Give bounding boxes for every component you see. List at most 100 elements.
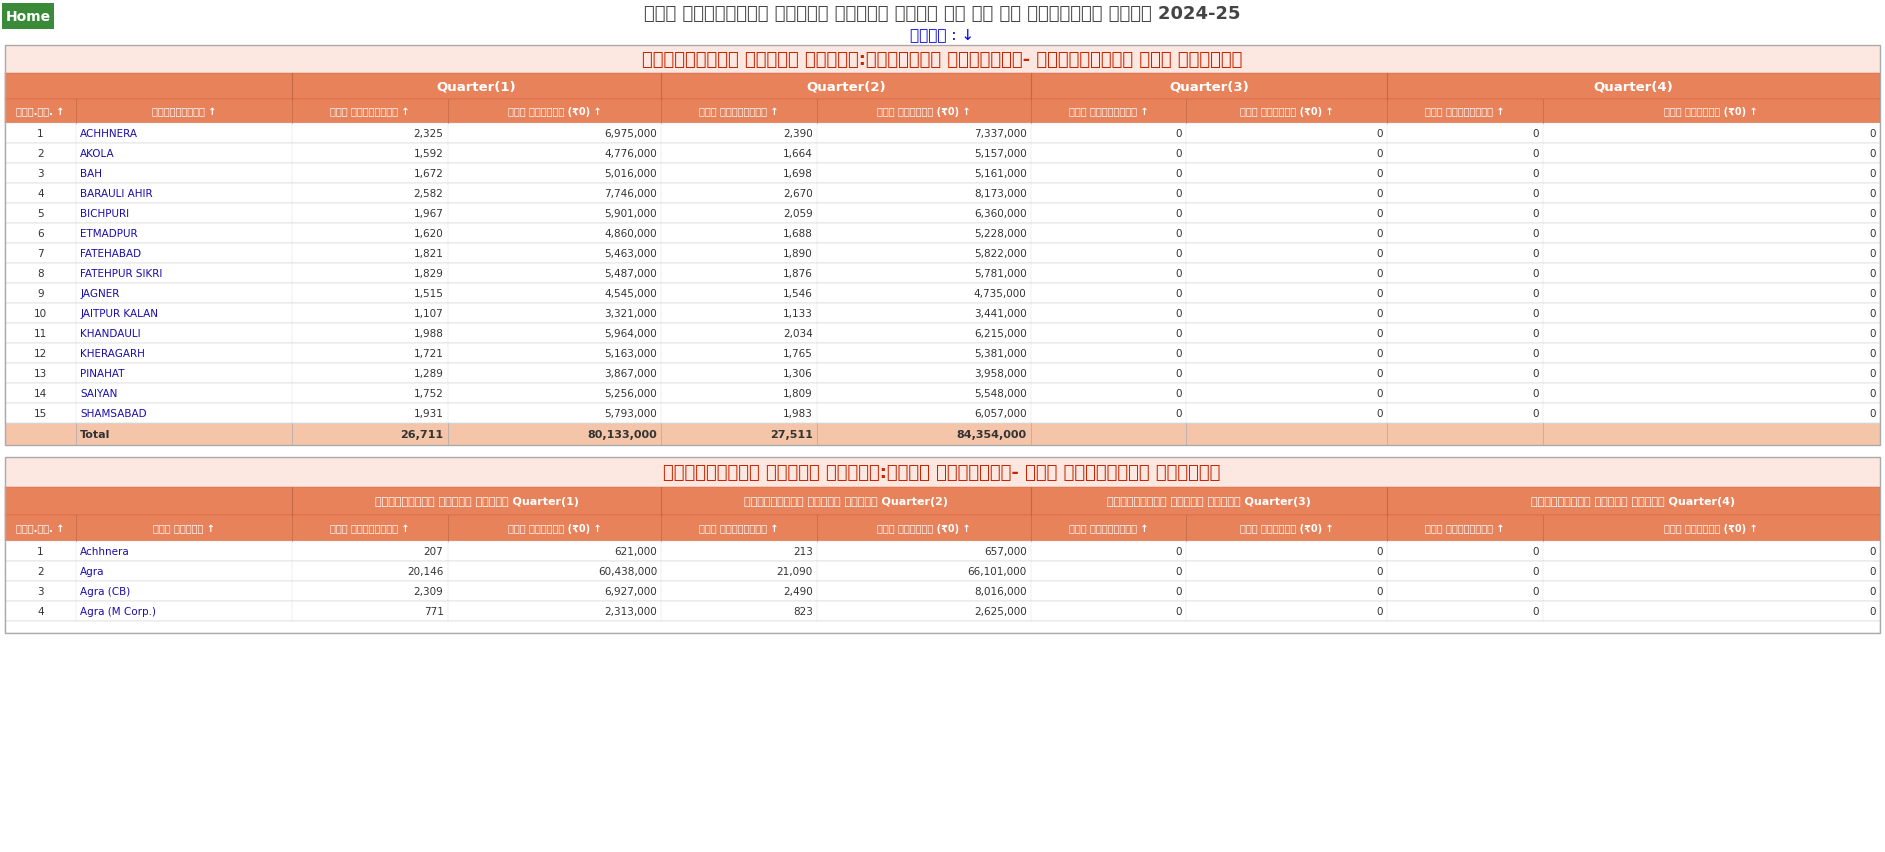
Text: कुल लाभार्थी जिनकी पेंशन जारी की गई है वित्तीय वर्ष 2024-25: कुल लाभार्थी जिनकी पेंशन जारी की गई है व… bbox=[645, 5, 1240, 23]
Text: 1,107: 1,107 bbox=[413, 308, 443, 319]
Text: 5,822,000: 5,822,000 bbox=[975, 249, 1027, 259]
Text: कुल पेंशनर्स ↑: कुल पेंशनर्स ↑ bbox=[1069, 523, 1148, 533]
Text: 1,752: 1,752 bbox=[413, 389, 443, 399]
Text: 0: 0 bbox=[1376, 268, 1384, 279]
Text: 6,927,000: 6,927,000 bbox=[605, 586, 658, 596]
Text: JAGNER: JAGNER bbox=[81, 289, 119, 299]
Text: 0: 0 bbox=[1870, 567, 1876, 576]
Text: 0: 0 bbox=[1870, 329, 1876, 338]
Bar bbox=[6, 303, 1879, 324]
Text: 1,821: 1,821 bbox=[413, 249, 443, 259]
Text: 0: 0 bbox=[1533, 308, 1538, 319]
Text: 3: 3 bbox=[38, 169, 43, 179]
Bar bbox=[6, 184, 1879, 204]
Text: 0: 0 bbox=[1176, 567, 1182, 576]
Text: Home: Home bbox=[6, 10, 51, 24]
Text: 21,090: 21,090 bbox=[777, 567, 812, 576]
Text: 0: 0 bbox=[1870, 607, 1876, 616]
Text: 0: 0 bbox=[1376, 249, 1384, 259]
Text: 0: 0 bbox=[1870, 249, 1876, 259]
Text: 0: 0 bbox=[1376, 209, 1384, 219]
Text: 1,983: 1,983 bbox=[782, 408, 812, 418]
Bar bbox=[6, 324, 1879, 343]
Text: कुल पेंशनर्स ↑: कुल पेंशनर्स ↑ bbox=[699, 523, 779, 533]
Text: JAITPUR KALAN: JAITPUR KALAN bbox=[81, 308, 158, 319]
Text: 26,711: 26,711 bbox=[400, 429, 443, 440]
Text: 11: 11 bbox=[34, 329, 47, 338]
Text: 3,321,000: 3,321,000 bbox=[605, 308, 658, 319]
Text: Total: Total bbox=[81, 429, 111, 440]
Text: 2,059: 2,059 bbox=[782, 209, 812, 219]
Text: 0: 0 bbox=[1176, 369, 1182, 378]
Text: 0: 0 bbox=[1176, 586, 1182, 596]
Text: 4,776,000: 4,776,000 bbox=[605, 149, 658, 158]
Text: 0: 0 bbox=[1176, 169, 1182, 179]
Text: 66,101,000: 66,101,000 bbox=[967, 567, 1027, 576]
Text: 0: 0 bbox=[1533, 607, 1538, 616]
Text: 3,441,000: 3,441,000 bbox=[975, 308, 1027, 319]
Text: 0: 0 bbox=[1870, 546, 1876, 556]
Text: कुल पेंशनर्स ↑: कुल पेंशनर्स ↑ bbox=[330, 523, 409, 533]
Text: 1,306: 1,306 bbox=[782, 369, 812, 378]
Text: 1: 1 bbox=[38, 546, 43, 556]
Text: 1,931: 1,931 bbox=[413, 408, 443, 418]
Text: 0: 0 bbox=[1533, 249, 1538, 259]
Text: जनपद : ↓: जनपद : ↓ bbox=[910, 28, 975, 43]
Text: 0: 0 bbox=[1533, 546, 1538, 556]
Text: 2: 2 bbox=[38, 149, 43, 158]
Text: 2,325: 2,325 bbox=[413, 129, 443, 139]
Text: 2,313,000: 2,313,000 bbox=[605, 607, 658, 616]
Bar bbox=[6, 423, 1879, 446]
Text: 0: 0 bbox=[1870, 149, 1876, 158]
Text: कुल पेंशनर्स ↑: कुल पेंशनर्स ↑ bbox=[1069, 106, 1148, 117]
Bar bbox=[6, 364, 1879, 383]
Text: 20,146: 20,146 bbox=[407, 567, 443, 576]
Text: 4: 4 bbox=[38, 607, 43, 616]
Text: AKOLA: AKOLA bbox=[81, 149, 115, 158]
Bar bbox=[6, 383, 1879, 404]
Text: 3: 3 bbox=[38, 586, 43, 596]
Text: कुल पेंशनर्स ↑: कुल पेंशनर्स ↑ bbox=[330, 106, 409, 117]
Text: 9: 9 bbox=[38, 289, 43, 299]
Text: 7,746,000: 7,746,000 bbox=[605, 189, 658, 199]
Bar bbox=[6, 404, 1879, 423]
Text: 1,289: 1,289 bbox=[413, 369, 443, 378]
Text: 1,829: 1,829 bbox=[413, 268, 443, 279]
Text: 0: 0 bbox=[1376, 348, 1384, 359]
Text: Agra (CB): Agra (CB) bbox=[81, 586, 130, 596]
Text: कुल धनराशि (₹0) ↑: कुल धनराशि (₹0) ↑ bbox=[1664, 106, 1759, 117]
Text: 1: 1 bbox=[38, 129, 43, 139]
Text: 0: 0 bbox=[1870, 308, 1876, 319]
Text: निराश्रित महिला पेंशन Quarter(1): निराश्रित महिला पेंशन Quarter(1) bbox=[375, 497, 579, 506]
Bar bbox=[6, 602, 1879, 621]
Text: 1,515: 1,515 bbox=[413, 289, 443, 299]
Text: 5,157,000: 5,157,000 bbox=[975, 149, 1027, 158]
Text: 657,000: 657,000 bbox=[984, 546, 1027, 556]
Text: 0: 0 bbox=[1376, 567, 1384, 576]
Bar bbox=[6, 487, 1879, 515]
Text: FATEHPUR SIKRI: FATEHPUR SIKRI bbox=[81, 268, 162, 279]
Text: 0: 0 bbox=[1870, 228, 1876, 239]
Text: PINAHAT: PINAHAT bbox=[81, 369, 124, 378]
Bar bbox=[6, 244, 1879, 263]
Bar bbox=[6, 343, 1879, 364]
Text: 213: 213 bbox=[794, 546, 812, 556]
Text: 5,964,000: 5,964,000 bbox=[605, 329, 658, 338]
Text: 4,860,000: 4,860,000 bbox=[605, 228, 658, 239]
Text: निराश्रित महिला पेंशन:ग्रामीण क्षेत्र- विकासखण्ड वार सारांश: निराश्रित महिला पेंशन:ग्रामीण क्षेत्र- व… bbox=[641, 51, 1242, 69]
Text: 0: 0 bbox=[1176, 329, 1182, 338]
Text: क्र.सं. ↑: क्र.सं. ↑ bbox=[17, 523, 64, 533]
Text: 8: 8 bbox=[38, 268, 43, 279]
Text: 3,867,000: 3,867,000 bbox=[605, 369, 658, 378]
Text: 1,876: 1,876 bbox=[782, 268, 812, 279]
Text: 0: 0 bbox=[1376, 369, 1384, 378]
Text: 1,890: 1,890 bbox=[782, 249, 812, 259]
Text: 0: 0 bbox=[1176, 289, 1182, 299]
Text: 0: 0 bbox=[1376, 189, 1384, 199]
Bar bbox=[6, 621, 1879, 633]
Text: 1,688: 1,688 bbox=[782, 228, 812, 239]
Text: 6,360,000: 6,360,000 bbox=[975, 209, 1027, 219]
Text: 0: 0 bbox=[1376, 129, 1384, 139]
Text: 0: 0 bbox=[1176, 189, 1182, 199]
Text: 0: 0 bbox=[1870, 268, 1876, 279]
